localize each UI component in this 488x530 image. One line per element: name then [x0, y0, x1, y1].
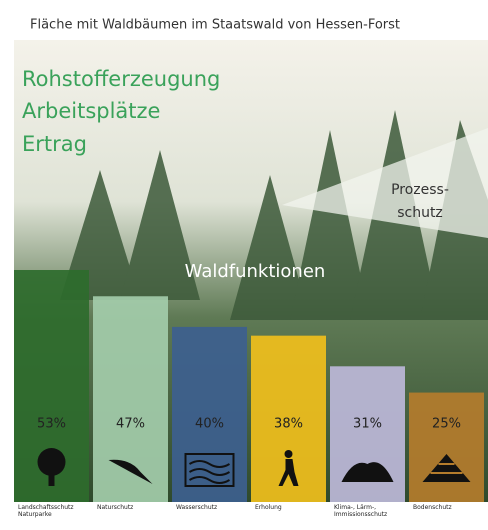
header-line: Ertrag	[22, 132, 87, 156]
infographic: Fläche mit Waldbäumen im Staatswald von …	[0, 0, 488, 530]
value-label: 38%	[274, 417, 303, 432]
value-label: 53%	[37, 417, 66, 432]
chart-title: Fläche mit Waldbäumen im Staatswald von …	[30, 18, 400, 33]
category-label: Klima-, Lärm-, Immissionsschutz	[334, 504, 401, 518]
category-label: Bodenschutz	[413, 504, 480, 511]
value-label: 31%	[353, 417, 382, 432]
header-line: Arbeitsplätze	[22, 99, 160, 123]
value-label: 40%	[195, 417, 224, 432]
bar	[172, 327, 247, 502]
value-label: 25%	[432, 417, 461, 432]
bar	[409, 393, 484, 502]
category-label: Erholung	[255, 504, 322, 511]
triangle-label: Prozess-	[391, 182, 449, 198]
header-line: Rohstofferzeugung	[22, 67, 220, 91]
category-label: Landschaftsschutz Naturparke	[18, 504, 85, 518]
value-label: 47%	[116, 417, 145, 432]
center-label: Waldfunktionen	[185, 261, 326, 282]
chart: Fläche mit Waldbäumen im Staatswald von …	[0, 0, 488, 530]
category-label: Naturschutz	[97, 504, 164, 511]
triangle-label: schutz	[397, 205, 443, 221]
category-label: Wasserschutz	[176, 504, 243, 511]
